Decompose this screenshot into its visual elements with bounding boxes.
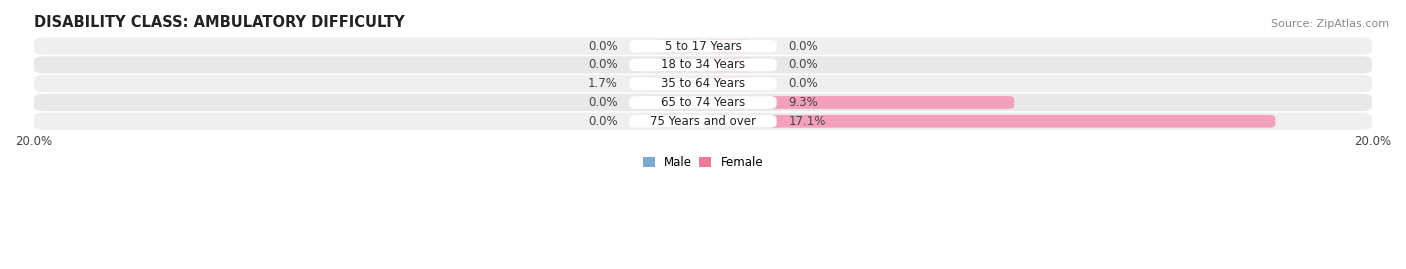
FancyBboxPatch shape	[652, 59, 703, 71]
Text: 0.0%: 0.0%	[789, 77, 818, 90]
FancyBboxPatch shape	[630, 59, 776, 71]
FancyBboxPatch shape	[630, 115, 776, 128]
FancyBboxPatch shape	[34, 56, 1372, 73]
FancyBboxPatch shape	[703, 40, 754, 52]
Text: 17.1%: 17.1%	[789, 115, 825, 128]
Text: 35 to 64 Years: 35 to 64 Years	[661, 77, 745, 90]
Text: 0.0%: 0.0%	[789, 40, 818, 53]
FancyBboxPatch shape	[703, 115, 1275, 128]
Legend: Male, Female: Male, Female	[638, 151, 768, 174]
FancyBboxPatch shape	[652, 40, 703, 52]
FancyBboxPatch shape	[652, 115, 703, 128]
FancyBboxPatch shape	[630, 96, 776, 109]
FancyBboxPatch shape	[34, 75, 1372, 92]
Text: 1.7%: 1.7%	[588, 77, 617, 90]
Text: 0.0%: 0.0%	[588, 115, 617, 128]
Text: DISABILITY CLASS: AMBULATORY DIFFICULTY: DISABILITY CLASS: AMBULATORY DIFFICULTY	[34, 15, 404, 30]
Text: 9.3%: 9.3%	[789, 96, 818, 109]
Text: 5 to 17 Years: 5 to 17 Years	[665, 40, 741, 53]
FancyBboxPatch shape	[703, 77, 754, 90]
FancyBboxPatch shape	[630, 40, 776, 52]
Text: 75 Years and over: 75 Years and over	[650, 115, 756, 128]
FancyBboxPatch shape	[652, 96, 703, 109]
FancyBboxPatch shape	[34, 94, 1372, 111]
Text: 0.0%: 0.0%	[588, 58, 617, 71]
FancyBboxPatch shape	[703, 59, 754, 71]
FancyBboxPatch shape	[34, 37, 1372, 55]
Text: 0.0%: 0.0%	[588, 96, 617, 109]
Text: 0.0%: 0.0%	[789, 58, 818, 71]
Text: 65 to 74 Years: 65 to 74 Years	[661, 96, 745, 109]
Text: 18 to 34 Years: 18 to 34 Years	[661, 58, 745, 71]
FancyBboxPatch shape	[34, 113, 1372, 130]
Text: Source: ZipAtlas.com: Source: ZipAtlas.com	[1271, 19, 1389, 29]
Text: 0.0%: 0.0%	[588, 40, 617, 53]
FancyBboxPatch shape	[703, 96, 1014, 109]
FancyBboxPatch shape	[647, 77, 703, 90]
FancyBboxPatch shape	[630, 77, 776, 90]
